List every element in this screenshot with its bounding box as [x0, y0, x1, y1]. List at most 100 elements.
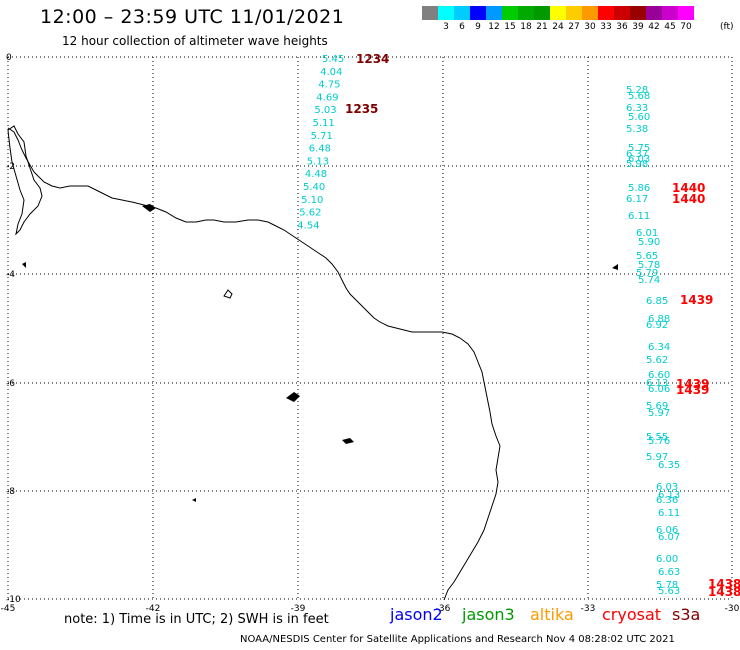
map-title: 12:00 – 23:59 UTC 11/01/2021 [40, 6, 345, 28]
footer-credit: NOAA/NESDIS Center for Satellite Applica… [240, 634, 675, 645]
latitude-label: -4 [6, 270, 15, 280]
wave-height-value: 6.88 [648, 314, 670, 325]
wave-height-value: 5.75 [628, 143, 650, 154]
wave-height-value: 5.97 [648, 408, 670, 419]
colorbar-swatch [486, 6, 502, 20]
longitude-label: -33 [581, 604, 596, 614]
wave-height-value: 4.04 [320, 67, 342, 78]
wave-height-value: 6.13 [658, 490, 680, 501]
colorbar-label: 30 [584, 22, 596, 32]
wave-height-value: 5.65 [636, 251, 658, 262]
colorbar-swatch [470, 6, 486, 20]
wave-height-value: 6.92 [646, 320, 668, 331]
wave-height-value: 5.03 [314, 105, 336, 116]
island-2 [223, 289, 233, 299]
latitude-labels: 0 -2 -4 -6 -8 -10 [6, 53, 21, 605]
colorbar-swatch [422, 6, 438, 20]
wave-height-value: 5.63 [658, 586, 680, 597]
wave-height-value: 6.11 [628, 211, 650, 222]
colorbar-label: 45 [664, 22, 676, 32]
colorbar-label: 6 [459, 22, 465, 32]
colorbar-swatch [534, 6, 550, 20]
colorbar-label: 27 [568, 22, 580, 32]
wave-height-value: 5.98 [626, 159, 648, 170]
wave-height-colorbar [422, 6, 694, 20]
wave-height-value: 4.48 [305, 169, 327, 180]
legend-item-cryosat: cryosat [602, 605, 662, 624]
wave-height-value: 5.86 [628, 183, 650, 194]
wave-height-value: 5.62 [299, 208, 321, 219]
wave-height-value: 5.62 [646, 355, 668, 366]
time-label: 1438 [708, 577, 740, 591]
wave-height-value: 6.11 [658, 508, 680, 519]
wave-height-value: 6.03 [656, 482, 678, 493]
wave-height-value: 5.78 [656, 580, 678, 591]
colorbar-label: 3 [443, 22, 449, 32]
wave-height-value: 6.85 [646, 296, 668, 307]
colorbar-label: 24 [552, 22, 564, 32]
island-1 [142, 204, 156, 212]
island-3 [286, 392, 300, 402]
wave-height-value: 4.69 [316, 92, 338, 103]
latitude-label: -8 [6, 487, 15, 497]
wave-height-value: 5.68 [628, 91, 650, 102]
wave-height-value: 5.60 [628, 112, 650, 123]
time-label: 1440 [672, 192, 705, 206]
time-label: 1235 [345, 102, 378, 116]
island-5 [192, 498, 196, 502]
marajo-area [7, 125, 43, 236]
longitude-label: -30 [725, 604, 740, 614]
map-subtitle: 12 hour collection of altimeter wave hei… [62, 34, 328, 48]
colorbar-label: 18 [520, 22, 532, 32]
colorbar-swatch [614, 6, 630, 20]
wave-height-value: 5.55 [646, 432, 668, 443]
colorbar-swatch [678, 6, 694, 20]
longitude-label: -36 [436, 604, 451, 614]
wave-height-value: 6.33 [626, 103, 648, 114]
wave-height-value: 5.69 [646, 401, 668, 412]
wave-height-value: 6.06 [656, 525, 678, 536]
colorbar-swatch [630, 6, 646, 20]
colorbar-labels: 3 6 9 12 15 18 21 24 27 30 33 36 39 42 45 70 [422, 22, 694, 34]
grid [7, 56, 733, 600]
wave-height-value: 5.90 [638, 237, 660, 248]
time-label: 1439 [676, 383, 709, 397]
latitude-label: -6 [6, 379, 15, 389]
footer-note: note: 1) Time is in UTC; 2) SWH is in fe… [64, 612, 329, 627]
wave-height-value: 5.71 [311, 131, 333, 142]
colorbar-label: 21 [536, 22, 548, 32]
colorbar-swatch [662, 6, 678, 20]
time-label: 1439 [680, 293, 713, 307]
wave-height-value: 5.10 [301, 195, 323, 206]
wave-height-value: 6.36 [656, 495, 678, 506]
track-east: 5.285.686.335.605.385.756.376.035.985.86… [626, 85, 680, 597]
time-label: 1440 [672, 181, 705, 195]
longitude-label: -39 [291, 604, 306, 614]
coastline [7, 127, 501, 601]
time-labels-west: 1234 1235 [345, 52, 389, 116]
longitude-label: -42 [146, 604, 161, 614]
colorbar-label: 33 [600, 22, 612, 32]
latitude-label: 0 [6, 53, 12, 63]
colorbar-label: 12 [488, 22, 500, 32]
colorbar-swatch [582, 6, 598, 20]
wave-height-value: 5.78 [638, 260, 660, 271]
colorbar-swatch [646, 6, 662, 20]
colorbar-unit: (ft) [720, 22, 734, 32]
legend-item-altika: altika [530, 605, 574, 624]
colorbar-label: 42 [648, 22, 660, 32]
track-west: 5.45 4.04 4.754.69 5.03 5.11 5.71 6.485.13 4.48… [297, 54, 344, 231]
island-7 [22, 262, 26, 268]
wave-height-value: 5.11 [313, 118, 335, 129]
colorbar-label: 15 [504, 22, 516, 32]
colorbar-swatch [518, 6, 534, 20]
wave-height-value: 6.17 [626, 194, 648, 205]
wave-height-value: 5.97 [646, 452, 668, 463]
wave-height-value: 6.07 [658, 532, 680, 543]
time-label: 1439 [676, 377, 709, 391]
colorbar-swatch [550, 6, 566, 20]
legend-item-s3a: s3a [672, 605, 701, 624]
wave-height-value: 5.40 [303, 182, 325, 193]
